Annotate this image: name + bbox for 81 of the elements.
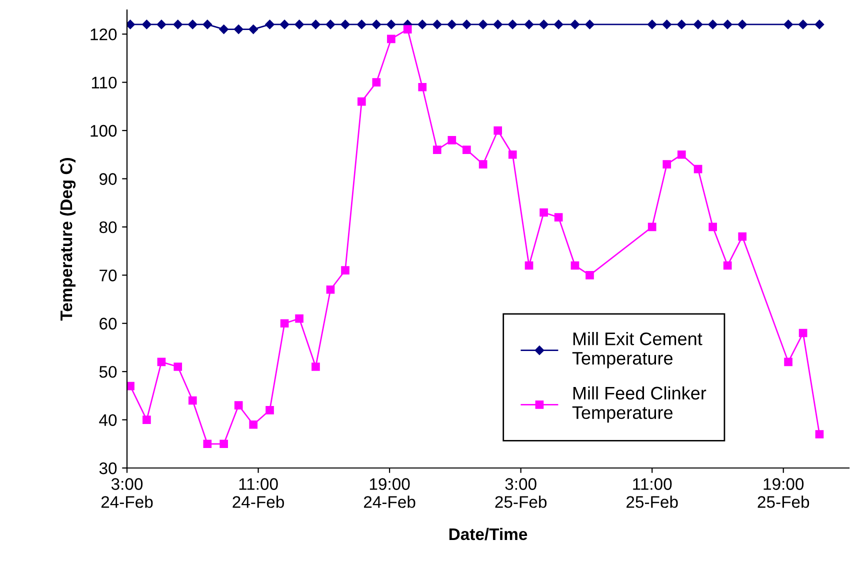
y-tick-label: 110 xyxy=(92,76,117,89)
x-tick-label: 11:00 24-Feb xyxy=(232,478,284,508)
point xyxy=(478,160,488,168)
y-tick-label: 40 xyxy=(99,414,117,426)
x-tick-label: 3:00 24-Feb xyxy=(101,478,153,508)
point xyxy=(524,261,534,270)
point xyxy=(220,440,228,448)
x-tick-label: 3:00 25-Feb xyxy=(495,478,547,508)
point xyxy=(462,20,472,30)
point xyxy=(447,20,457,30)
point xyxy=(234,24,244,34)
point xyxy=(188,396,197,405)
point xyxy=(173,20,182,30)
y-tick-label: 60 xyxy=(100,318,117,330)
x-tick-label: 11:00 25-Feb xyxy=(626,478,678,508)
point xyxy=(540,208,548,217)
x-tick-label: 19:00 25-Feb xyxy=(758,478,810,508)
point xyxy=(156,20,166,30)
y-tick-label: 90 xyxy=(100,173,117,185)
point xyxy=(203,440,212,448)
point xyxy=(508,150,517,159)
y-axis-title: Temperature (Deg C) xyxy=(60,158,76,321)
point xyxy=(570,20,580,30)
point xyxy=(202,20,212,30)
y-tick-label: 120 xyxy=(90,28,117,40)
point xyxy=(249,420,258,429)
legend-label: Mill Exit Cement Temperature xyxy=(572,332,702,368)
point xyxy=(478,20,488,30)
point xyxy=(357,97,366,106)
point xyxy=(326,20,336,30)
legend-label: Mill Feed Clinker Temperature xyxy=(572,386,706,423)
y-tick-label: 80 xyxy=(99,221,117,234)
point xyxy=(295,314,304,323)
point xyxy=(340,20,350,30)
x-tick-label: 19:00 24-Feb xyxy=(364,478,416,508)
point xyxy=(341,266,350,275)
point xyxy=(372,78,381,86)
point xyxy=(372,20,382,30)
point xyxy=(462,146,471,154)
point xyxy=(585,20,594,30)
point xyxy=(127,20,135,30)
point xyxy=(142,416,151,424)
point xyxy=(157,358,166,366)
y-tick-label: 100 xyxy=(90,124,117,137)
point xyxy=(312,362,320,371)
point xyxy=(280,319,289,328)
point xyxy=(234,401,243,410)
point xyxy=(357,20,366,30)
point xyxy=(432,146,442,154)
point xyxy=(127,382,134,390)
point xyxy=(418,20,427,30)
point xyxy=(188,20,198,30)
point xyxy=(494,126,502,135)
point xyxy=(219,24,228,34)
point xyxy=(294,20,304,30)
point xyxy=(266,406,274,414)
point xyxy=(280,20,290,30)
point xyxy=(570,261,580,270)
point xyxy=(248,24,258,34)
point xyxy=(174,362,182,371)
point xyxy=(387,34,396,44)
y-tick-label: 30 xyxy=(99,462,117,474)
point xyxy=(326,285,335,294)
point xyxy=(586,270,594,280)
y-tick-label: 70 xyxy=(100,270,117,282)
point xyxy=(432,20,442,30)
point xyxy=(418,82,427,92)
y-tick-label: 50 xyxy=(99,366,117,378)
point xyxy=(493,20,502,30)
point xyxy=(142,20,152,30)
point xyxy=(311,20,320,30)
point xyxy=(403,25,412,34)
point xyxy=(448,136,456,144)
point xyxy=(539,20,548,30)
point xyxy=(524,20,534,30)
x-axis-title: Date/Time xyxy=(449,528,528,540)
point xyxy=(554,213,563,222)
point xyxy=(508,20,518,30)
point xyxy=(265,20,274,30)
point xyxy=(554,20,564,30)
point xyxy=(386,20,396,30)
